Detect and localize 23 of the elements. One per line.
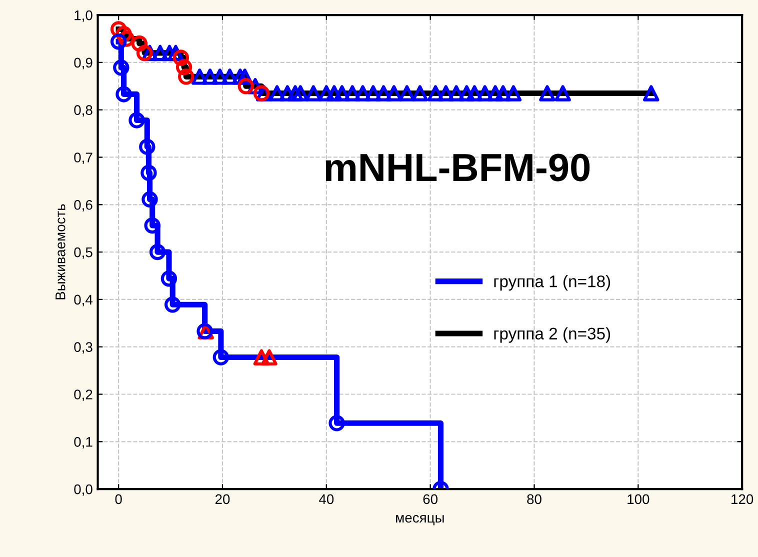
y-tick-label: 0,5 [74, 247, 92, 259]
x-tick-label: 0 [115, 494, 122, 504]
y-tick-label: 0,8 [74, 105, 92, 117]
y-tick-label: 0,6 [74, 200, 92, 212]
y-tick-label: 0,9 [74, 58, 92, 70]
x-tick-label: 40 [319, 494, 334, 504]
y-axis-title: Выживаемость [56, 204, 66, 300]
y-tick-label: 0,3 [74, 342, 92, 354]
annotation: mNHL-BFM-90 [326, 154, 590, 182]
y-tick-label: 1,0 [74, 10, 92, 22]
x-tick-label: 100 [628, 494, 650, 504]
x-tick-label: 20 [215, 494, 230, 504]
y-tick-label: 0,7 [74, 152, 92, 164]
y-tick-label: 0,4 [74, 294, 93, 306]
x-tick-label: 80 [527, 494, 542, 504]
x-axis-title: месяцы [396, 515, 444, 526]
y-tick-label: 0,1 [74, 436, 92, 448]
x-tick-label: 120 [732, 494, 754, 504]
legend-label: группа 2 (n=35) [494, 327, 610, 343]
x-tick-label: 60 [423, 494, 438, 504]
y-tick-label: 0,0 [74, 484, 92, 496]
y-tick-label: 0,2 [74, 390, 92, 402]
legend-label: группа 1 (n=18) [494, 275, 610, 291]
